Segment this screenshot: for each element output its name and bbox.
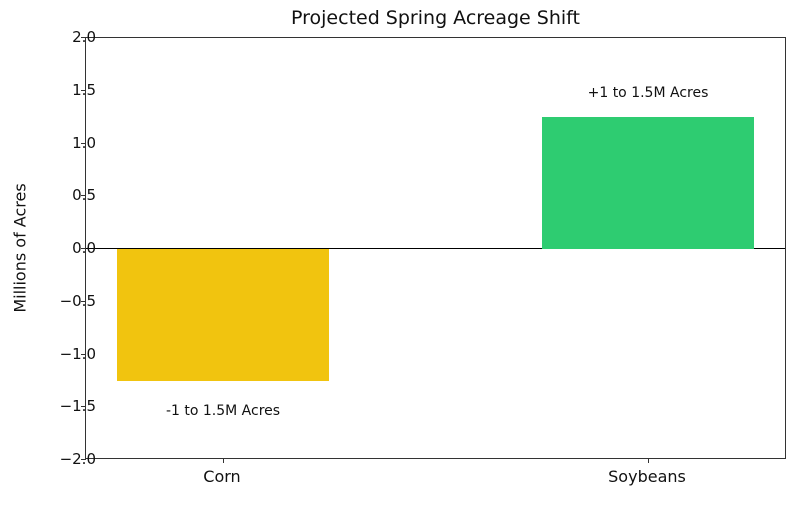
x-tick bbox=[648, 458, 649, 463]
bar-annotation-soybeans: +1 to 1.5M Acres bbox=[587, 85, 709, 102]
bar-corn bbox=[117, 249, 329, 381]
y-tick-label: −1.5 bbox=[59, 397, 96, 416]
chart-title: Projected Spring Acreage Shift bbox=[291, 7, 580, 29]
y-tick bbox=[81, 248, 86, 249]
y-tick-label: −1.0 bbox=[59, 344, 96, 363]
y-tick-label: 2.0 bbox=[72, 28, 96, 46]
y-tick-label: 0.0 bbox=[72, 239, 96, 257]
y-tick bbox=[81, 195, 86, 197]
y-tick bbox=[81, 406, 86, 408]
y-axis-title: Millions of Acres bbox=[10, 183, 30, 313]
x-tick-label-soybeans: Soybeans bbox=[608, 467, 686, 486]
x-tick bbox=[223, 458, 224, 463]
y-tick bbox=[81, 89, 86, 91]
zero-line bbox=[86, 248, 785, 249]
y-tick-label: 1.5 bbox=[72, 80, 96, 99]
y-tick bbox=[81, 37, 86, 38]
y-tick bbox=[81, 459, 86, 460]
y-tick-label: 0.5 bbox=[72, 186, 96, 205]
y-tick-label: −0.5 bbox=[59, 291, 96, 310]
x-tick-label-corn: Corn bbox=[203, 467, 241, 486]
y-tick-label: −2.0 bbox=[59, 450, 96, 468]
plot-area: -1 to 1.5M Acres +1 to 1.5M Acres bbox=[81, 37, 786, 463]
y-tick-label: 1.0 bbox=[72, 133, 96, 152]
y-tick bbox=[81, 353, 86, 355]
y-tick bbox=[81, 300, 86, 302]
bar-annotation-corn: -1 to 1.5M Acres bbox=[165, 402, 281, 419]
bar-soybeans bbox=[542, 117, 754, 249]
y-tick bbox=[81, 142, 86, 144]
